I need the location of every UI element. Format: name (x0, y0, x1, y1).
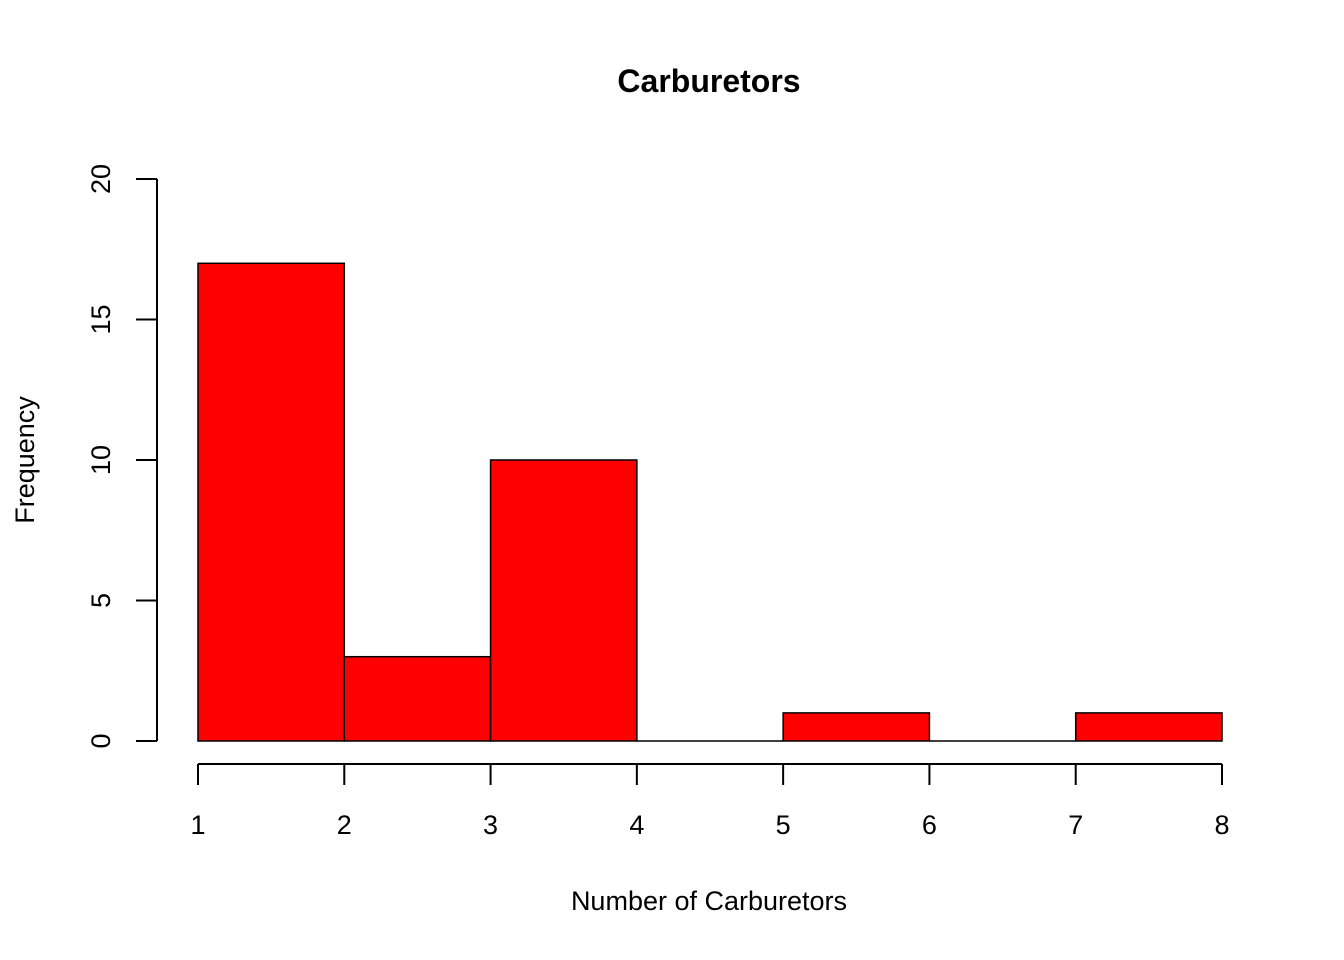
y-axis: 0 5 10 15 20 (86, 164, 158, 749)
bars-group (197, 262, 1223, 742)
histogram-bar (489, 459, 638, 742)
y-tick-label: 15 (86, 304, 116, 334)
x-tick-label: 6 (922, 810, 937, 840)
x-axis-label: Number of Carburetors (571, 886, 847, 916)
y-tick-label: 0 (86, 733, 116, 748)
x-tick-label: 1 (190, 810, 205, 840)
y-tick-label: 20 (86, 164, 116, 194)
histogram-bar (1074, 712, 1223, 742)
x-tick-label: 8 (1214, 810, 1229, 840)
chart-title: Carburetors (617, 63, 800, 99)
histogram-bar (782, 712, 931, 742)
x-tick-label: 2 (337, 810, 352, 840)
histogram-bar (343, 655, 492, 742)
histogram-bar (197, 262, 346, 742)
x-axis: 1 2 3 4 5 6 7 8 (190, 763, 1230, 840)
x-tick-label: 7 (1068, 810, 1083, 840)
y-tick-label: 10 (86, 445, 116, 475)
x-tick-label: 5 (776, 810, 791, 840)
y-tick-label: 5 (86, 593, 116, 608)
y-axis-label: Frequency (10, 396, 40, 524)
x-tick-label: 4 (629, 810, 644, 840)
x-tick-label: 3 (483, 810, 498, 840)
